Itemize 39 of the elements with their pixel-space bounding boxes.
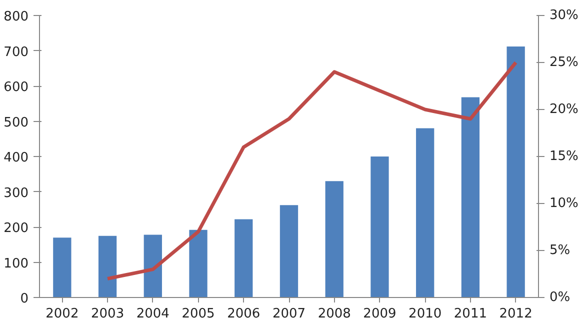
- y2-tick-label: 0%: [550, 290, 570, 305]
- x-tick-label: 2012: [499, 306, 532, 320]
- x-tick-label: 2002: [46, 306, 79, 320]
- bar: [53, 238, 72, 298]
- y-tick-label: 400: [4, 150, 29, 166]
- y-tick-label: 300: [4, 186, 29, 201]
- bar: [234, 219, 253, 298]
- y-tick-label: 700: [4, 44, 29, 60]
- x-tick-label: 2003: [91, 306, 124, 320]
- line-series: [106, 60, 518, 280]
- y2-tick-label: 25%: [550, 55, 578, 70]
- x-tick-label: 2009: [363, 306, 396, 320]
- x-tick-label: 2010: [408, 306, 442, 320]
- y-tick-label: 100: [4, 256, 29, 272]
- x-tick-label: 2004: [136, 306, 170, 320]
- x-tick-label: 2008: [318, 306, 351, 320]
- y-tick-label: 200: [4, 221, 29, 236]
- y-tick-label: 0: [20, 292, 29, 306]
- bar: [144, 234, 162, 298]
- x-tick-label: 2005: [182, 306, 215, 320]
- y-tick-label: 600: [4, 80, 29, 95]
- bar: [280, 205, 298, 298]
- y-tick-label: 800: [4, 10, 29, 24]
- x-tick-label: 2007: [272, 306, 306, 320]
- y2-tick-label: 20%: [550, 102, 578, 117]
- bar: [325, 181, 344, 298]
- bar: [506, 46, 525, 298]
- bar: [98, 236, 117, 298]
- bar: [416, 128, 434, 298]
- bar: [370, 156, 389, 298]
- y2-tick-label: 10%: [550, 196, 578, 211]
- y2-tick-label: 30%: [550, 8, 578, 23]
- x-tick-label: 2006: [227, 306, 260, 320]
- bar: [189, 230, 208, 298]
- y-tick-label: 500: [4, 115, 29, 130]
- y2-tick-label: 5%: [550, 243, 570, 258]
- bar: [461, 97, 480, 298]
- y2-tick-label: 15%: [550, 149, 578, 164]
- x-tick-label: 2011: [454, 306, 488, 320]
